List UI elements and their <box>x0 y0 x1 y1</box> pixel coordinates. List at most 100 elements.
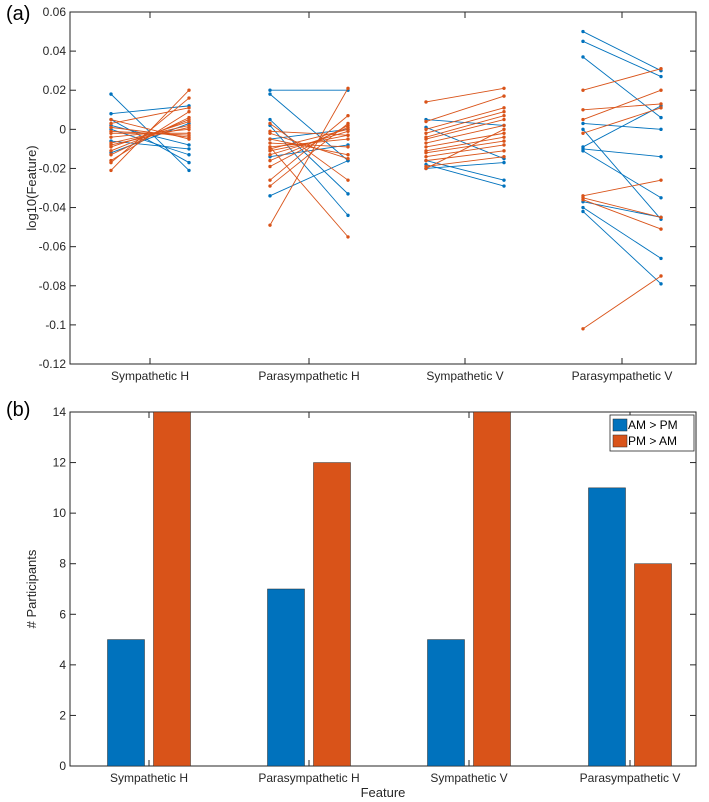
pair-line-pm-gt-am <box>582 103 662 111</box>
pm-point-pm-gt-am <box>502 86 506 90</box>
y-tick-label: 6 <box>59 607 66 621</box>
am-point-pm-gt-am <box>109 121 113 126</box>
am-point-am-gt-pm <box>268 92 272 96</box>
am-point-pm-gt-am <box>109 168 113 173</box>
panel-b-ylabel: # Participants <box>24 549 39 628</box>
pair-line-am-gt-pm <box>582 31 662 72</box>
legend: AM > PM PM > AM <box>609 414 695 452</box>
group-sympathetic-v <box>424 86 506 188</box>
pair-line-pm-gt-am <box>110 126 190 146</box>
pm-point-pm-gt-am <box>659 178 663 182</box>
y-tick-label: 0 <box>59 759 66 773</box>
panel-a-label: (a) <box>6 3 30 25</box>
pair-line-pm-gt-am <box>425 150 505 162</box>
legend-label-am-gt-pm: AM > PM <box>628 418 678 432</box>
pair-line-pm-gt-am <box>269 138 349 156</box>
pm-point-pm-gt-am <box>187 125 191 130</box>
y-tick-label: -0.04 <box>39 201 67 215</box>
pm-point-pm-gt-am <box>502 106 506 110</box>
pair-line-pm-gt-am <box>110 119 190 152</box>
am-point-pm-gt-am <box>268 129 272 133</box>
am-point-am-gt-pm <box>581 121 585 126</box>
legend-swatch-am-gt-pm <box>612 418 628 432</box>
x-tick-label-sympathetic-h: Sympathetic H <box>111 369 189 383</box>
pair-line-pm-gt-am <box>425 140 505 154</box>
pm-point-pm-gt-am <box>502 135 506 139</box>
bar-pm-am-parasympathetic-v <box>634 563 672 767</box>
x-tick-label-sympathetic-v: Sympathetic V <box>430 771 507 785</box>
bar-am-pm-sympathetic-v <box>427 639 465 767</box>
pair-line-pm-gt-am <box>110 119 190 140</box>
pair-line-pm-gt-am <box>269 123 349 187</box>
pair-line-am-gt-pm <box>582 40 662 77</box>
group-sympathetic-h <box>109 88 191 173</box>
pair-line-am-gt-pm <box>269 160 349 197</box>
pair-line-pm-gt-am <box>110 124 190 144</box>
pair-line-pm-gt-am <box>425 87 505 103</box>
y-tick-label: 4 <box>59 658 66 672</box>
panel-a-axes-box <box>69 11 697 365</box>
pair-line-pm-gt-am <box>582 275 662 330</box>
pair-line-am-gt-pm <box>582 211 662 285</box>
am-point-pm-gt-am <box>424 166 428 171</box>
y-tick-label: 0.02 <box>43 83 67 97</box>
am-point-pm-gt-am <box>424 155 428 159</box>
pair-line-pm-gt-am <box>425 156 505 167</box>
pair-line-am-gt-pm <box>425 160 505 181</box>
pm-point-pm-gt-am <box>502 127 506 132</box>
pm-point-pm-gt-am <box>659 215 663 220</box>
pm-point-am-gt-pm <box>346 192 350 196</box>
am-point-pm-gt-am <box>268 147 272 151</box>
y-tick-label: 14 <box>53 405 67 419</box>
am-point-pm-gt-am <box>581 108 585 112</box>
pair-line-am-gt-pm <box>269 93 349 161</box>
pair-line-am-gt-pm <box>110 105 190 115</box>
panel-b-xlabel: Feature <box>361 785 406 800</box>
am-point-pm-gt-am <box>268 164 272 169</box>
panel-b-ticks: 0 2 4 6 8 10 12 14 Sympathetic H Parasympathetic … <box>53 405 696 785</box>
pm-point-pm-gt-am <box>346 178 350 182</box>
am-point-pm-gt-am <box>581 131 585 135</box>
pm-point-pm-gt-am <box>187 110 191 114</box>
am-point-pm-gt-am <box>268 141 272 145</box>
pair-line-am-gt-pm <box>425 162 505 169</box>
bar-am-pm-sympathetic-h <box>107 639 145 767</box>
am-point-pm-gt-am <box>581 198 585 202</box>
pm-point-pm-gt-am <box>346 137 350 141</box>
pair-line-am-gt-pm <box>110 119 190 163</box>
pair-line-am-gt-pm <box>582 56 662 118</box>
pm-point-pm-gt-am <box>659 106 663 110</box>
am-point-pm-gt-am <box>424 141 428 145</box>
am-point-am-gt-pm <box>581 145 585 149</box>
am-point-pm-gt-am <box>268 223 272 227</box>
pm-point-pm-gt-am <box>187 106 191 110</box>
y-tick-label: 2 <box>59 708 66 722</box>
pair-line-pm-gt-am <box>269 146 349 238</box>
x-tick-label-parasympathetic-h: Parasympathetic H <box>258 369 359 383</box>
pair-line-pm-gt-am <box>582 179 662 197</box>
am-point-pm-gt-am <box>424 158 428 163</box>
am-point-pm-gt-am <box>424 127 428 132</box>
pm-point-am-gt-pm <box>659 155 663 159</box>
pair-line-am-gt-pm <box>582 105 662 148</box>
pair-line-pm-gt-am <box>425 115 505 138</box>
am-point-am-gt-pm <box>581 39 585 44</box>
pair-line-pm-gt-am <box>425 95 505 122</box>
pm-point-am-gt-pm <box>659 196 663 200</box>
pm-point-am-gt-pm <box>187 168 191 173</box>
pm-point-am-gt-pm <box>502 178 506 182</box>
am-point-am-gt-pm <box>581 209 585 214</box>
legend-swatch-pm-gt-am <box>612 434 628 448</box>
pair-line-pm-gt-am <box>582 107 662 134</box>
bar-pm-am-sympathetic-h <box>153 411 191 767</box>
pair-line-pm-gt-am <box>269 115 349 181</box>
am-point-am-gt-pm <box>581 205 585 210</box>
pair-line-am-gt-pm <box>582 207 662 259</box>
pm-point-pm-gt-am <box>346 113 350 118</box>
am-point-am-gt-pm <box>268 194 272 198</box>
pair-line-pm-gt-am <box>582 197 662 218</box>
am-point-pm-gt-am <box>109 125 113 130</box>
pair-line-pm-gt-am <box>425 144 505 158</box>
y-tick-label: 0.04 <box>43 44 67 58</box>
pair-line-pm-gt-am <box>110 107 190 124</box>
